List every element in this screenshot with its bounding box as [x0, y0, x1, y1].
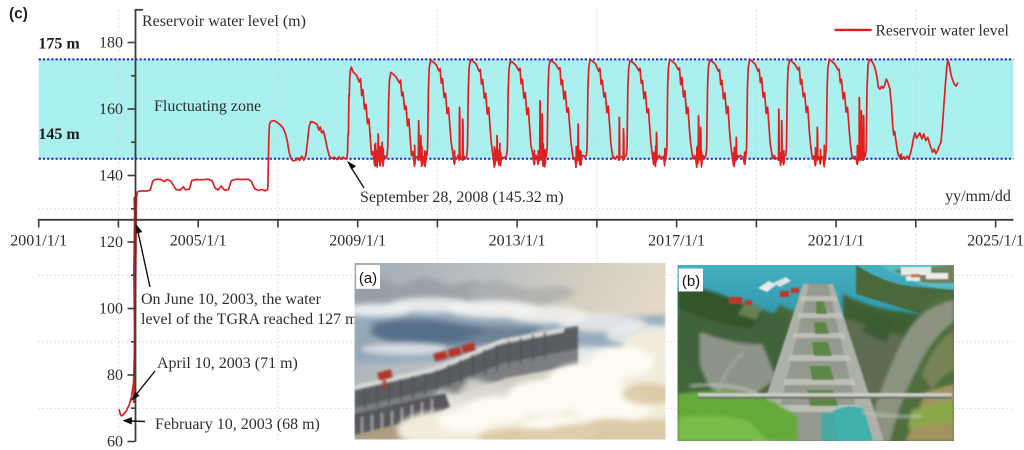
- svg-text:Reservoir water level (m): Reservoir water level (m): [142, 13, 306, 30]
- svg-text:2005/1/1: 2005/1/1: [170, 233, 227, 250]
- svg-text:60: 60: [107, 434, 123, 450]
- svg-text:On June 10, 2003, the water: On June 10, 2003, the water: [141, 291, 322, 308]
- svg-text:2013/1/1: 2013/1/1: [489, 233, 546, 250]
- svg-text:180: 180: [99, 35, 123, 52]
- svg-text:September 28, 2008 (145.32 m): September 28, 2008 (145.32 m): [360, 189, 564, 206]
- svg-text:2025/1/1: 2025/1/1: [967, 233, 1024, 250]
- svg-text:140: 140: [99, 168, 123, 185]
- svg-text:(a): (a): [359, 270, 377, 287]
- svg-text:yy/mm/dd: yy/mm/dd: [945, 188, 1011, 205]
- svg-text:2001/1/1: 2001/1/1: [10, 233, 67, 250]
- svg-text:100: 100: [99, 301, 123, 318]
- svg-text:2017/1/1: 2017/1/1: [648, 233, 705, 250]
- svg-text:February 10, 2003 (68 m): February 10, 2003 (68 m): [155, 416, 320, 433]
- svg-text:level of the TGRA reached 127: level of the TGRA reached 127 m: [141, 311, 358, 328]
- svg-text:(c): (c): [9, 6, 28, 23]
- svg-text:2009/1/1: 2009/1/1: [329, 233, 386, 250]
- svg-text:April 10, 2003 (71 m): April 10, 2003 (71 m): [157, 355, 298, 372]
- svg-text:(b): (b): [682, 273, 700, 290]
- svg-text:Fluctuating zone: Fluctuating zone: [154, 98, 261, 115]
- svg-text:Reservoir water level: Reservoir water level: [876, 23, 1010, 40]
- svg-text:120: 120: [99, 234, 123, 251]
- svg-text:145 m: 145 m: [38, 126, 80, 143]
- svg-text:2021/1/1: 2021/1/1: [808, 233, 865, 250]
- svg-text:80: 80: [107, 367, 123, 384]
- svg-text:175 m: 175 m: [38, 36, 80, 53]
- svg-text:160: 160: [99, 101, 123, 118]
